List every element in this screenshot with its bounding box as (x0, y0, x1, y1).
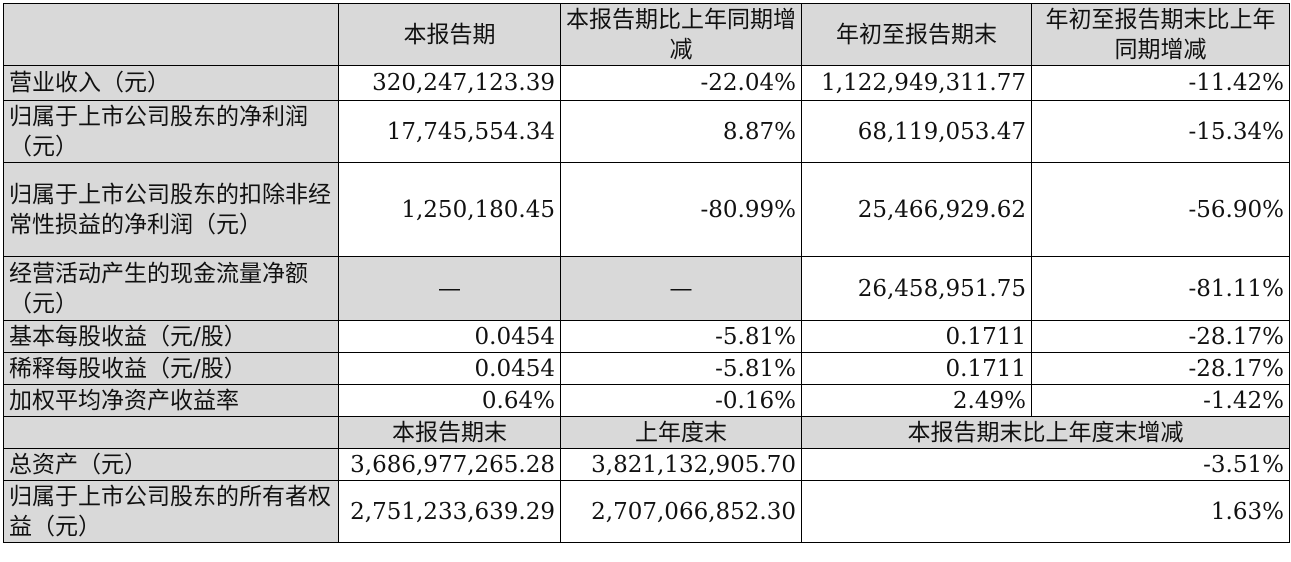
cell-period-end-change: 1.63% (801, 480, 1290, 543)
table-row: 加权平均净资产收益率 0.64% -0.16% 2.49% -1.42% (3, 384, 1290, 417)
row-label: 稀释每股收益（元/股） (3, 352, 339, 385)
header-current-period-yoy: 本报告期比上年同期增减 (560, 3, 802, 66)
row-label: 经营活动产生的现金流量净额（元） (3, 256, 339, 321)
row-label: 归属于上市公司股东的净利润（元） (3, 100, 339, 163)
table-row: 稀释每股收益（元/股） 0.0454 -5.81% 0.1711 -28.17% (3, 352, 1290, 385)
cell-ytd: 26,458,951.75 (801, 256, 1032, 321)
cell-current-period-yoy: -22.04% (560, 65, 802, 101)
table-row: 营业收入（元） 320,247,123.39 -22.04% 1,122,949… (3, 65, 1290, 101)
row-label: 总资产（元） (3, 448, 339, 481)
header-ytd-yoy: 年初至报告期末比上年同期增减 (1031, 3, 1290, 66)
table-row: 基本每股收益（元/股） 0.0454 -5.81% 0.1711 -28.17% (3, 320, 1290, 353)
cell-current-period-yoy: -5.81% (560, 320, 802, 353)
header-prior-year-end: 上年度末 (560, 416, 802, 449)
cell-ytd: 25,466,929.62 (801, 162, 1032, 257)
table-row: 经营活动产生的现金流量净额（元） — — 26,458,951.75 -81.1… (3, 256, 1290, 321)
cell-period-end: 3,686,977,265.28 (338, 448, 561, 481)
cell-current-period-yoy: -80.99% (560, 162, 802, 257)
row-label: 归属于上市公司股东的扣除非经常性损益的净利润（元） (3, 162, 339, 257)
cell-current-period-yoy: -0.16% (560, 384, 802, 417)
row-label: 归属于上市公司股东的所有者权益（元） (3, 480, 339, 543)
cell-current-period: 1,250,180.45 (338, 162, 561, 257)
cell-current-period: — (338, 256, 561, 321)
cell-prior-year-end: 3,821,132,905.70 (560, 448, 802, 481)
cell-ytd-yoy: -15.34% (1031, 100, 1290, 163)
cell-period-end: 2,751,233,639.29 (338, 480, 561, 543)
header-current-period: 本报告期 (338, 3, 561, 66)
cell-ytd-yoy: -11.42% (1031, 65, 1290, 101)
cell-current-period: 17,745,554.34 (338, 100, 561, 163)
header-period-end: 本报告期末 (338, 416, 561, 449)
row-label: 营业收入（元） (3, 65, 339, 101)
row-label: 加权平均净资产收益率 (3, 384, 339, 417)
cell-ytd: 0.1711 (801, 352, 1032, 385)
cell-ytd: 0.1711 (801, 320, 1032, 353)
cell-prior-year-end: 2,707,066,852.30 (560, 480, 802, 543)
cell-ytd: 2.49% (801, 384, 1032, 417)
cell-current-period: 0.0454 (338, 352, 561, 385)
cell-period-end-change: -3.51% (801, 448, 1290, 481)
table-row: 归属于上市公司股东的扣除非经常性损益的净利润（元） 1,250,180.45 -… (3, 162, 1290, 257)
cell-current-period: 0.0454 (338, 320, 561, 353)
cell-ytd-yoy: -81.11% (1031, 256, 1290, 321)
cell-ytd-yoy: -56.90% (1031, 162, 1290, 257)
cell-current-period-yoy: — (560, 256, 802, 321)
header-row-2: 本报告期末 上年度末 本报告期末比上年度末增减 (3, 416, 1290, 449)
cell-current-period-yoy: 8.87% (560, 100, 802, 163)
cell-ytd-yoy: -28.17% (1031, 320, 1290, 353)
table-row: 总资产（元） 3,686,977,265.28 3,821,132,905.70… (3, 448, 1290, 481)
table-row: 归属于上市公司股东的所有者权益（元） 2,751,233,639.29 2,70… (3, 480, 1290, 543)
header-period-end-change: 本报告期末比上年度末增减 (801, 416, 1290, 449)
cell-ytd-yoy: -1.42% (1031, 384, 1290, 417)
cell-ytd: 68,119,053.47 (801, 100, 1032, 163)
row-label: 基本每股收益（元/股） (3, 320, 339, 353)
cell-ytd-yoy: -28.17% (1031, 352, 1290, 385)
table-row: 归属于上市公司股东的净利润（元） 17,745,554.34 8.87% 68,… (3, 100, 1290, 163)
cell-current-period: 320,247,123.39 (338, 65, 561, 101)
header2-corner (3, 416, 339, 449)
financial-summary-table: 本报告期 本报告期比上年同期增减 年初至报告期末 年初至报告期末比上年同期增减 … (3, 3, 1290, 543)
cell-current-period-yoy: -5.81% (560, 352, 802, 385)
cell-ytd: 1,122,949,311.77 (801, 65, 1032, 101)
header-ytd: 年初至报告期末 (801, 3, 1032, 66)
header-corner (3, 3, 339, 66)
cell-current-period: 0.64% (338, 384, 561, 417)
header-row: 本报告期 本报告期比上年同期增减 年初至报告期末 年初至报告期末比上年同期增减 (3, 3, 1290, 66)
